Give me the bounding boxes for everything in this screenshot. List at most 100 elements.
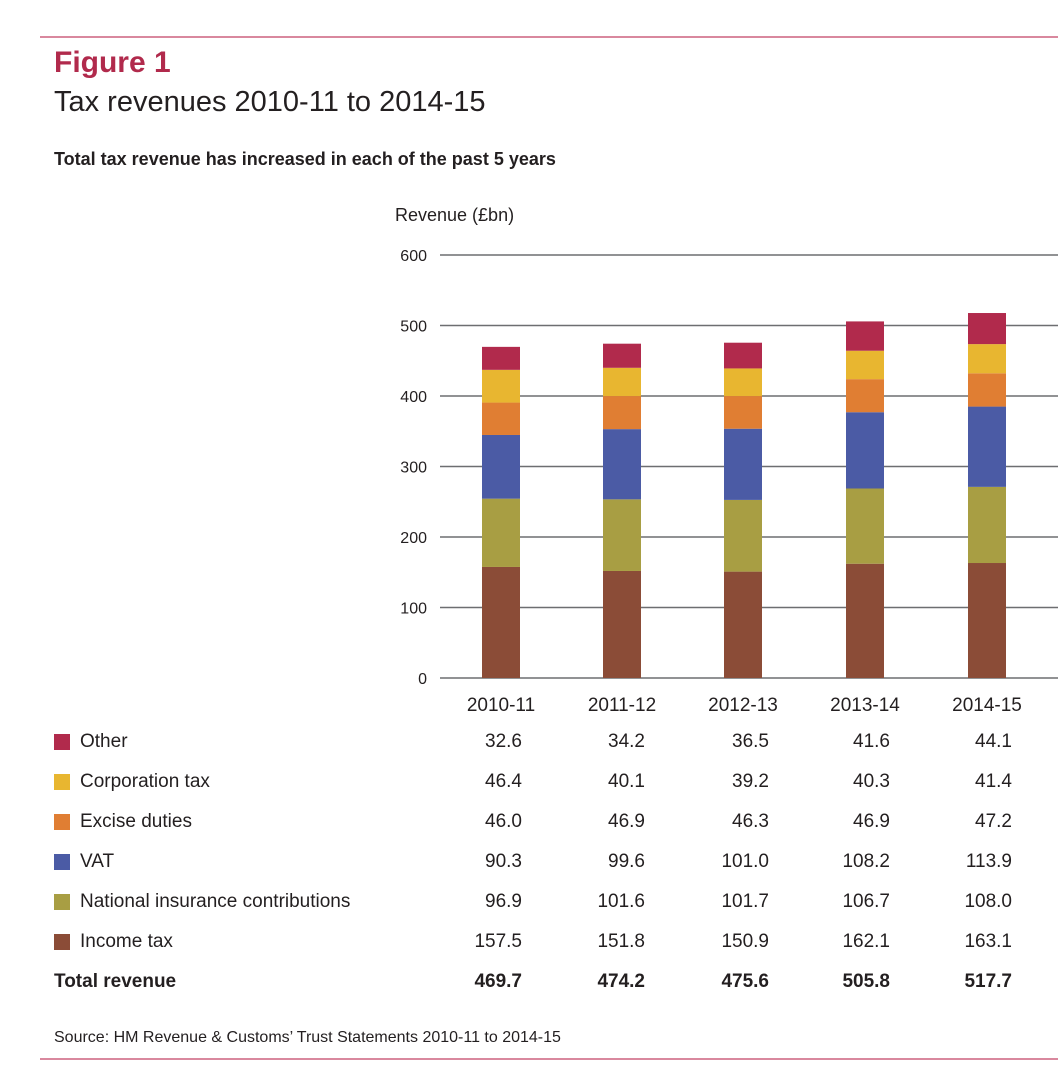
data-label: 46.0 xyxy=(485,811,522,832)
y-tick-label: 100 xyxy=(400,601,427,618)
x-tick-label: 2014-15 xyxy=(952,695,1022,716)
legend-label: Income tax xyxy=(80,931,173,952)
y-tick-label: 600 xyxy=(400,248,427,265)
bar-segment-vat xyxy=(846,412,884,489)
bar-segment-other xyxy=(482,346,520,370)
top-divider xyxy=(40,36,1058,38)
data-label: 162.1 xyxy=(842,931,890,952)
data-label: 36.5 xyxy=(732,731,769,752)
bar-segment-corporation-tax xyxy=(603,367,641,397)
figure-title: Tax revenues 2010-11 to 2014-15 xyxy=(54,86,486,118)
source-note: Source: HM Revenue & Customs’ Trust Stat… xyxy=(54,1029,561,1046)
bar-segment-excise-duties xyxy=(968,373,1006,407)
bar-segment-corporation-tax xyxy=(724,368,762,397)
bar-segment-national-insurance-contributions xyxy=(968,486,1006,564)
bar-segment-income-tax xyxy=(846,563,884,678)
x-tick-label: 2011-12 xyxy=(588,695,656,716)
data-label: 90.3 xyxy=(485,851,522,872)
data-label: 163.1 xyxy=(964,931,1012,952)
bar-segment-national-insurance-contributions xyxy=(846,488,884,564)
data-label: 151.8 xyxy=(597,931,645,952)
data-label: 39.2 xyxy=(732,771,769,792)
bar-segment-income-tax xyxy=(482,566,520,678)
stacked-bar-chart: 0 100 200 300 400 500 600 2010-11 2011-12 2012-13… xyxy=(400,248,1058,716)
legend-swatch xyxy=(54,734,70,750)
total-label: Total revenue xyxy=(54,971,177,992)
data-label: 101.6 xyxy=(597,891,645,912)
total-value: 475.6 xyxy=(721,971,769,992)
y-tick-label: 400 xyxy=(400,389,427,406)
data-label: 47.2 xyxy=(975,811,1012,832)
bar-segment-national-insurance-contributions xyxy=(482,498,520,567)
y-tick-label: 0 xyxy=(418,671,427,688)
data-label: 108.0 xyxy=(964,891,1012,912)
legend-label: National insurance contributions xyxy=(80,891,351,912)
total-value: 469.7 xyxy=(474,971,522,992)
legend-swatch xyxy=(54,934,70,950)
legend-item: Corporation tax xyxy=(54,770,210,794)
bar-segment-other xyxy=(968,313,1006,345)
bar-segment-income-tax xyxy=(603,570,641,678)
bar-segment-other xyxy=(724,342,762,369)
legend-item: Income tax xyxy=(54,930,173,954)
bar-segment-vat xyxy=(968,406,1006,487)
data-label: 46.9 xyxy=(853,811,890,832)
bar-segment-income-tax xyxy=(968,563,1006,678)
data-label: 46.9 xyxy=(608,811,645,832)
total-value: 474.2 xyxy=(597,971,645,992)
data-label: 34.2 xyxy=(608,731,645,752)
legend-label: VAT xyxy=(80,851,115,872)
bar-segment-corporation-tax xyxy=(482,369,520,403)
data-label: 108.2 xyxy=(842,851,890,872)
data-label: 41.6 xyxy=(853,731,890,752)
data-label: 99.6 xyxy=(608,851,645,872)
data-label: 96.9 xyxy=(485,891,522,912)
bar-segment-excise-duties xyxy=(482,402,520,435)
data-label: 113.9 xyxy=(965,851,1012,872)
figure-subtitle: Total tax revenue has increased in each … xyxy=(54,149,556,169)
legend-item: Other xyxy=(54,730,128,754)
total-value: 505.8 xyxy=(842,971,890,992)
data-label: 44.1 xyxy=(975,731,1012,752)
bar-segment-excise-duties xyxy=(724,396,762,429)
legend-item: National insurance contributions xyxy=(54,890,350,914)
bar-segment-corporation-tax xyxy=(968,344,1006,374)
y-axis-label: Revenue (£bn) xyxy=(395,205,515,225)
data-label: 46.3 xyxy=(732,811,769,832)
bar-segment-vat xyxy=(603,429,641,500)
y-tick-label: 500 xyxy=(400,319,427,336)
data-label: 101.7 xyxy=(721,891,769,912)
legend-swatch xyxy=(54,894,70,910)
legend-label: Other xyxy=(80,731,128,752)
bar-segment-corporation-tax xyxy=(846,350,884,380)
y-tick-label: 200 xyxy=(400,530,427,547)
data-label: 40.1 xyxy=(608,771,645,792)
bar-segment-national-insurance-contributions xyxy=(724,499,762,572)
bar-segment-other xyxy=(603,343,641,368)
bar-segment-vat xyxy=(482,434,520,499)
x-tick-label: 2013-14 xyxy=(830,695,900,716)
bar-segment-excise-duties xyxy=(603,396,641,430)
legend-swatch xyxy=(54,854,70,870)
legend-label: Corporation tax xyxy=(80,771,210,792)
bar-segment-national-insurance-contributions xyxy=(603,499,641,571)
data-label: 32.6 xyxy=(485,731,522,752)
data-label: 46.4 xyxy=(485,771,522,792)
legend-label: Excise duties xyxy=(80,811,192,832)
data-label: 157.5 xyxy=(474,931,522,952)
x-tick-label: 2012-13 xyxy=(708,695,778,716)
total-value: 517.7 xyxy=(964,971,1012,992)
y-tick-label: 300 xyxy=(400,460,427,477)
data-label: 106.7 xyxy=(842,891,890,912)
data-label: 150.9 xyxy=(721,931,769,952)
legend-swatch xyxy=(54,814,70,830)
legend-item: Excise duties xyxy=(54,810,192,834)
data-label: 101.0 xyxy=(721,851,769,872)
legend-item: VAT xyxy=(54,850,114,874)
data-label: 41.4 xyxy=(975,771,1012,792)
data-label: 40.3 xyxy=(853,771,890,792)
x-tick-label: 2010-11 xyxy=(467,695,535,716)
bar-segment-vat xyxy=(724,428,762,500)
bottom-divider xyxy=(40,1058,1058,1060)
bar-segment-other xyxy=(846,321,884,351)
